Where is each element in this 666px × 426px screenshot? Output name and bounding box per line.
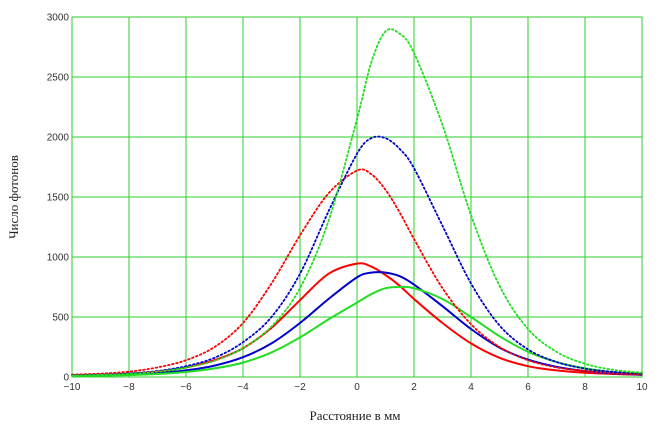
y-tick-label: 0 (63, 373, 69, 384)
x-tick-label: 0 (354, 382, 360, 393)
x-tick-label: −2 (294, 382, 306, 393)
x-tick-label: 6 (525, 382, 531, 393)
y-tick-label: 2000 (47, 133, 70, 144)
x-tick-label: 4 (468, 382, 474, 393)
y-tick-label: 1500 (47, 193, 70, 204)
x-tick-label: −8 (123, 382, 135, 393)
y-tick-label: 500 (52, 313, 69, 324)
x-tick-label: −4 (237, 382, 249, 393)
x-tick-label: −10 (64, 382, 81, 393)
chart-grid (71, 16, 643, 378)
x-axis-title: Расстояние в мм (309, 408, 400, 423)
y-tick-label: 3000 (47, 13, 70, 24)
y-tick-label: 1000 (47, 253, 70, 264)
y-tick-labels: 0 500 1000 1500 2000 2500 3000 (47, 13, 70, 384)
x-tick-labels: −10 −8 −6 −4 −2 0 2 4 6 8 10 (64, 382, 648, 393)
x-tick-label: 8 (582, 382, 588, 393)
x-tick-label: 2 (411, 382, 417, 393)
y-tick-label: 2500 (47, 73, 70, 84)
x-tick-label: −6 (180, 382, 192, 393)
series-line-4-dotted (71, 168, 643, 376)
series-line-5-dotted (71, 135, 643, 377)
series-line-2-solid (71, 271, 643, 377)
x-tick-label: 10 (636, 382, 648, 393)
series-line-3-solid (71, 285, 643, 378)
y-axis-title: Число фотонов (6, 155, 21, 239)
series-layer (71, 28, 643, 378)
series-line-6-dotted (71, 28, 643, 377)
plot-frame (71, 16, 643, 378)
